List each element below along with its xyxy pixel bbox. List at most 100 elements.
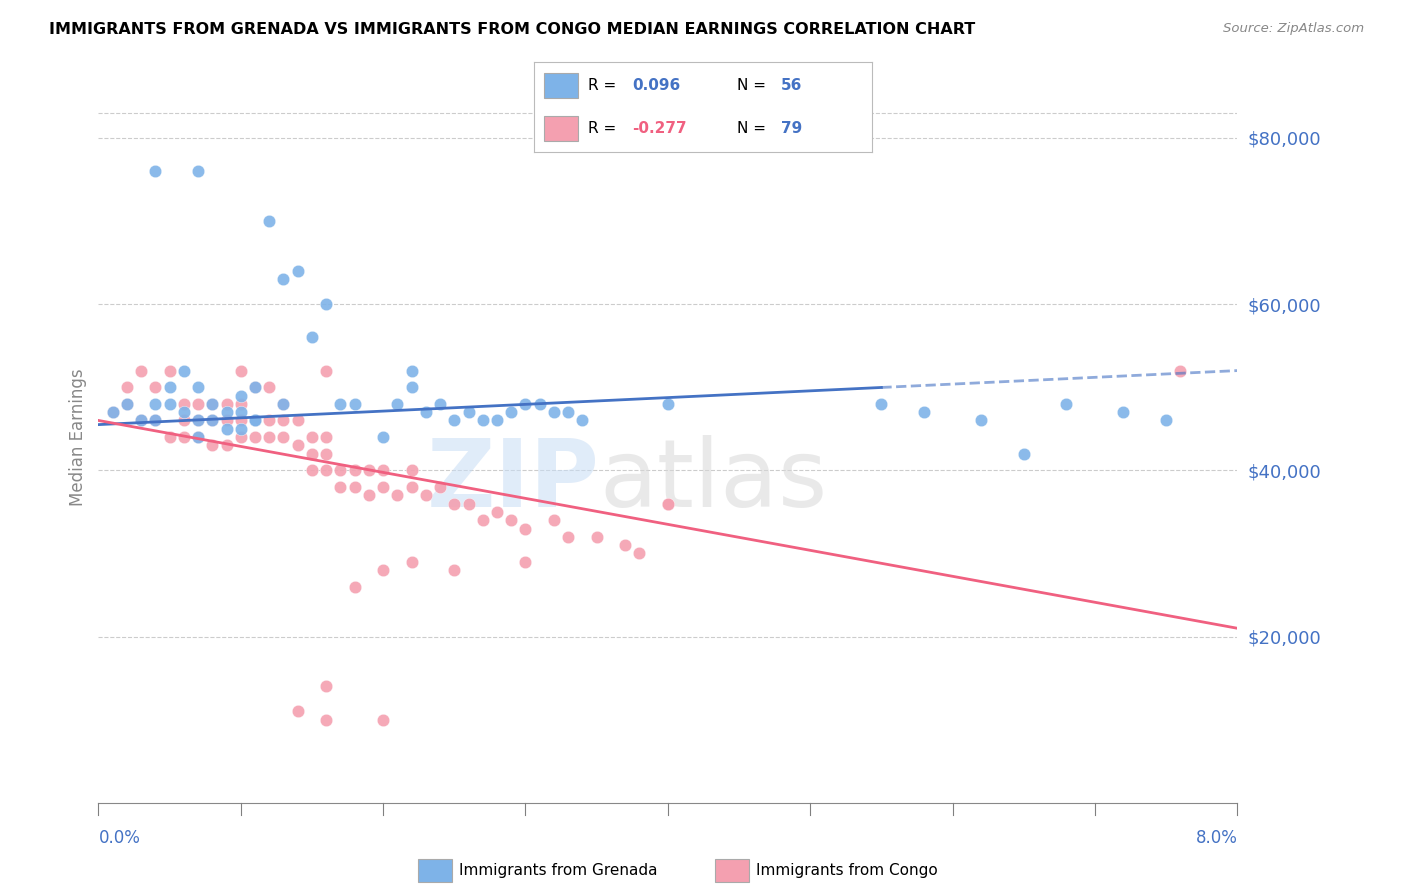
Point: [273, 272, 295, 286]
Point: [201, 397, 224, 411]
Point: [145, 413, 167, 427]
Point: [287, 264, 309, 278]
Point: [129, 413, 152, 427]
Text: 56: 56: [780, 78, 801, 93]
Text: Immigrants from Grenada: Immigrants from Grenada: [458, 863, 657, 878]
Bar: [419, 859, 453, 882]
Point: [187, 164, 209, 178]
Point: [329, 480, 352, 494]
Point: [870, 397, 893, 411]
Point: [215, 422, 238, 436]
Point: [187, 413, 209, 427]
Text: R =: R =: [588, 121, 616, 136]
Point: [301, 463, 323, 477]
Point: [301, 447, 323, 461]
Point: [259, 430, 281, 444]
Point: [229, 363, 252, 377]
Point: [329, 397, 352, 411]
Text: Source: ZipAtlas.com: Source: ZipAtlas.com: [1223, 22, 1364, 36]
Point: [401, 555, 423, 569]
Point: [173, 405, 195, 419]
Point: [343, 580, 366, 594]
Point: [315, 680, 337, 694]
Point: [443, 413, 465, 427]
Point: [415, 405, 437, 419]
Point: [115, 397, 138, 411]
Point: [187, 380, 209, 394]
Text: atlas: atlas: [599, 435, 828, 527]
Point: [215, 405, 238, 419]
Point: [387, 488, 409, 502]
Y-axis label: Median Earnings: Median Earnings: [69, 368, 87, 506]
Point: [145, 164, 167, 178]
Point: [371, 713, 394, 727]
Point: [387, 397, 409, 411]
Point: [657, 397, 679, 411]
Point: [159, 380, 181, 394]
Point: [173, 363, 195, 377]
Point: [401, 380, 423, 394]
Point: [401, 463, 423, 477]
Text: 8.0%: 8.0%: [1195, 829, 1237, 847]
Point: [229, 413, 252, 427]
Point: [273, 397, 295, 411]
Point: [970, 413, 993, 427]
Point: [229, 422, 252, 436]
Point: [215, 397, 238, 411]
Point: [657, 497, 679, 511]
Point: [429, 480, 451, 494]
Point: [329, 463, 352, 477]
Point: [471, 413, 494, 427]
Point: [486, 413, 509, 427]
Point: [1056, 397, 1078, 411]
Point: [501, 405, 523, 419]
Point: [543, 405, 565, 419]
Point: [287, 413, 309, 427]
Point: [159, 430, 181, 444]
Point: [187, 430, 209, 444]
Point: [401, 480, 423, 494]
Point: [173, 397, 195, 411]
Text: 79: 79: [780, 121, 801, 136]
Point: [371, 563, 394, 577]
Point: [259, 413, 281, 427]
Point: [315, 463, 337, 477]
Point: [243, 413, 266, 427]
Point: [259, 380, 281, 394]
Point: [371, 463, 394, 477]
Text: Immigrants from Congo: Immigrants from Congo: [755, 863, 938, 878]
Point: [273, 413, 295, 427]
Point: [1012, 447, 1035, 461]
Point: [159, 363, 181, 377]
Point: [571, 413, 593, 427]
Point: [229, 388, 252, 402]
Point: [912, 405, 935, 419]
Point: [243, 413, 266, 427]
Point: [357, 463, 380, 477]
Point: [287, 438, 309, 452]
Point: [415, 488, 437, 502]
Point: [215, 413, 238, 427]
Point: [101, 405, 124, 419]
Point: [301, 330, 323, 344]
Point: [229, 397, 252, 411]
Point: [457, 497, 479, 511]
Point: [515, 521, 537, 535]
Point: [614, 538, 637, 552]
Point: [401, 363, 423, 377]
Point: [371, 480, 394, 494]
Text: R =: R =: [588, 78, 616, 93]
Text: N =: N =: [737, 121, 766, 136]
Point: [315, 447, 337, 461]
Point: [371, 430, 394, 444]
Point: [315, 713, 337, 727]
Point: [115, 397, 138, 411]
Point: [457, 405, 479, 419]
Text: 0.096: 0.096: [633, 78, 681, 93]
Point: [357, 488, 380, 502]
Point: [1170, 363, 1192, 377]
Point: [145, 397, 167, 411]
Point: [429, 397, 451, 411]
Point: [187, 413, 209, 427]
Point: [173, 413, 195, 427]
